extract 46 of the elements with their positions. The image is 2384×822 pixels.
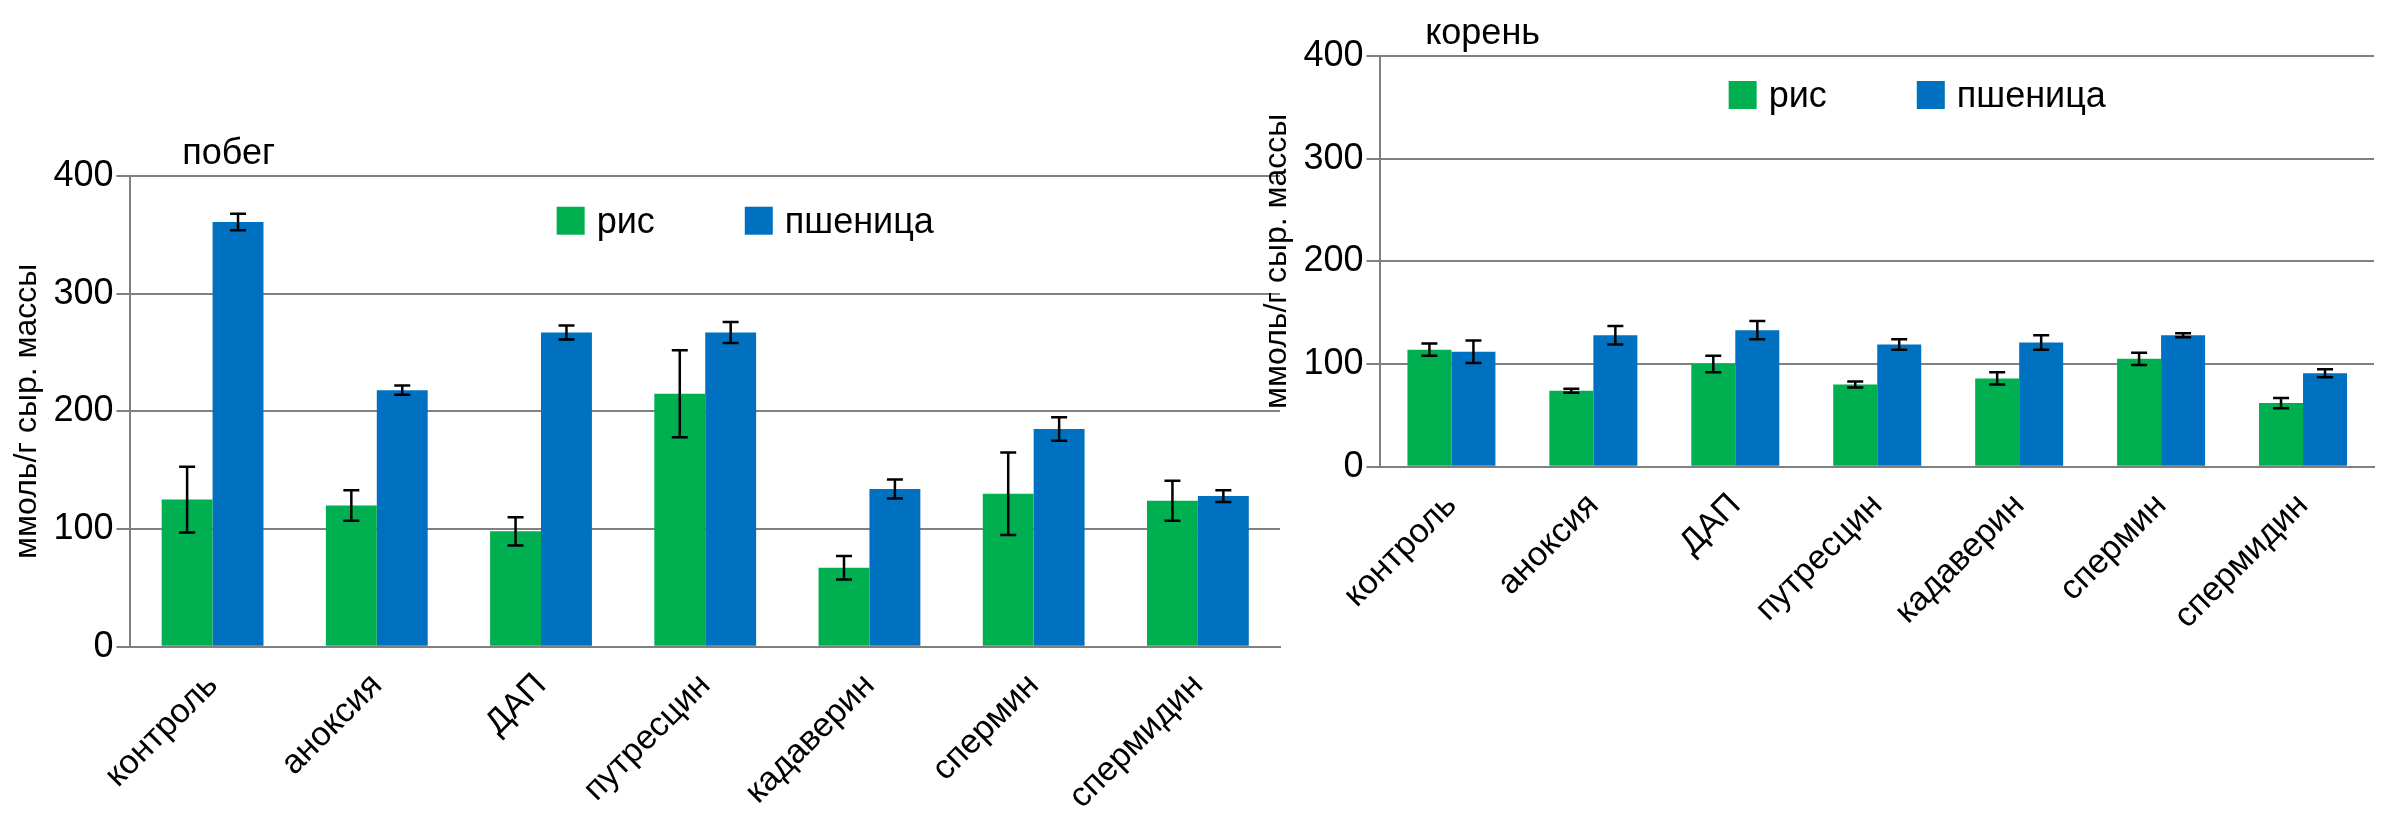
bar [1833,384,1878,466]
bar [325,505,377,646]
y-tick-label: 400 [53,152,114,194]
legend-label: рис [596,199,655,241]
y-tick-label: 100 [53,505,114,547]
bar [654,393,706,646]
y-tick-label: 200 [1303,238,1364,280]
bar [1197,496,1249,646]
legend-label: пшеница [1956,73,2107,115]
bar [869,489,921,646]
y-tick-label: 300 [53,270,114,312]
legend-label: пшеница [784,199,935,241]
bar [1033,428,1085,646]
y-tick-label: 400 [1303,32,1364,74]
y-tick-label: 0 [93,623,114,665]
bar [2019,342,2064,466]
y-axis-title: ммоль/г сыр. массы [7,263,44,559]
y-tick-label: 300 [1303,135,1364,177]
bar [1407,349,1452,466]
legend-label: рис [1768,73,1827,115]
bar [1549,390,1594,466]
bar [1451,351,1496,466]
bar [1975,378,2020,466]
chart-title: корень [1425,10,1541,52]
bar [212,221,264,646]
bar [705,332,757,646]
bar [161,499,213,646]
bar [818,567,870,646]
bar [490,531,542,646]
bar [376,390,428,646]
bar [2259,403,2304,466]
bar [1146,500,1198,646]
y-tick-label: 0 [1343,443,1364,485]
bar [1593,335,1638,466]
bar [1691,364,1736,466]
y-tick-label: 100 [1303,340,1364,382]
bar [982,493,1034,646]
chart-title: побег [182,130,276,172]
bar [1877,344,1922,466]
y-axis-title: ммоль/г сыр. массы [1257,113,1294,409]
bar [541,332,592,646]
bar [1735,330,1780,466]
y-tick-label: 200 [53,388,114,430]
bar [2161,335,2206,466]
bar [2303,373,2348,466]
bar [2117,358,2162,466]
